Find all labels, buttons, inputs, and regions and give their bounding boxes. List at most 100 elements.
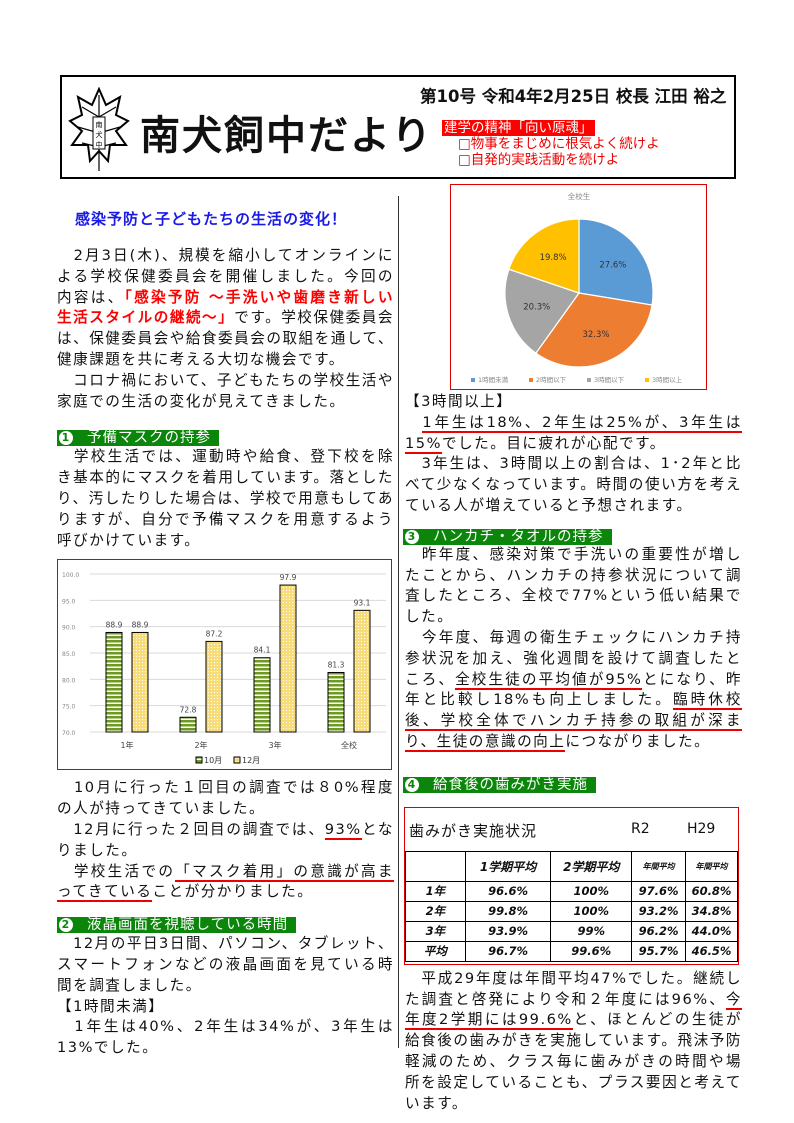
bar-10月 [179, 717, 197, 733]
value-cell: 60.8% [685, 880, 738, 902]
pie-slice [508, 218, 580, 294]
school-motto: 建学の精神「向い原魂」 □物事をまじめに根気よく続けよ □自発的実践活動を続けよ [442, 120, 660, 168]
chart-title: 全校生 [568, 191, 591, 201]
value-cell: 96.6% [464, 880, 552, 902]
text-segment: コロナ禍において、子どもたちの学校生活や家庭での生活の変化が見えてきました。 [57, 371, 394, 410]
value-cell: 93.9% [464, 920, 552, 942]
text-segment: と、ほとんどの生徒が給食後の歯みがきを実施しています。飛沫予防軽減のため、クラス… [405, 1011, 742, 1112]
value-cell: 100% [550, 880, 633, 902]
slice-label: 32.3% [582, 330, 609, 340]
y-tick-label: 90.0 [62, 625, 76, 632]
value-cell: 34.8% [685, 900, 738, 922]
data-label: 81.3 [328, 661, 345, 670]
legend-label: 2時間以下 [536, 376, 567, 384]
underlined-text: 臨時休校後、学校全体でハンカチ持参の取組が深まり、生徒の意識の向上 [405, 691, 742, 752]
header-cell: 2学期平均 [550, 850, 633, 882]
mask-paragraph: 学校生活では、運動時や給食、登下校を除き基本的にマスクを着用しています。落とした… [57, 447, 394, 551]
pie-chart-svg: 全校生 27.6% 1時間未満 32.3% 2時間以下 20.3% 3時間以下 19.8% 3時… [471, 191, 683, 384]
value-cell: 96.2% [631, 920, 687, 942]
value-cell: 93.2% [631, 900, 687, 922]
number-badge: 3 [405, 529, 419, 544]
section-label: 給食後の歯みがき実施 [433, 776, 588, 793]
bar-10月 [327, 672, 345, 733]
table-header-row: 1学期平均 2学期平均 年間平均 年間平均 [405, 850, 738, 882]
screen-time-paragraph: 12月の平日3日間、パソコン、タブレット、スマートフォンなどの液晶画面を見ている… [57, 934, 394, 1059]
header-cell: 年間平均 [631, 850, 687, 882]
intro-paragraph: 2月3日(木)、規模を縮小してオンラインによる学校保健委員会を開催しました。今回… [57, 246, 394, 412]
bar-12月 [353, 610, 371, 733]
mask-result-paragraph: 10月に行った１回目の調査では８0%程度の人が持ってきていました。 12月に行っ… [57, 778, 394, 903]
x-tick-label: 2年 [194, 740, 207, 750]
h29-label: H29 [687, 820, 716, 837]
data-label: 87.2 [206, 630, 223, 639]
newsletter-title: 南犬飼中だより [140, 113, 434, 159]
bar-10月 [105, 632, 123, 733]
section-heading-1: 1 予備マスクの持参 [57, 430, 219, 447]
table-row: 3年 93.9% 99% 96.2% 44.0% [405, 920, 738, 942]
x-tick-label: 全校 [341, 740, 357, 750]
towel-paragraph: 昨年度、感染対策で手洗いの重要性が増したことから、ハンカチの持参状況について調査… [405, 545, 742, 753]
svg-text:犬: 犬 [96, 130, 103, 139]
legend-swatch [587, 378, 591, 382]
value-cell: 44.0% [685, 920, 738, 942]
text-segment: 昨年度、感染対策で手洗いの重要性が増したことから、ハンカチの持参状況について調査… [405, 545, 742, 688]
slice-label: 20.3% [523, 303, 550, 313]
text-segment: 2月3日(木)、規模を縮小してオンラインによる学校保健委員会を開催しました。今回… [57, 247, 394, 306]
legend-label: 3時間以下 [594, 376, 625, 384]
y-tick-label: 70.0 [62, 730, 76, 737]
text-segment: ことが分かりました。 [152, 883, 314, 901]
header-cell: 年間平均 [685, 850, 738, 882]
text-segment: 【3時間以上】 [405, 393, 513, 410]
toothbrushing-table: 1学期平均 2学期平均 年間平均 年間平均 1年 96.6% 100% 97.6% 60… [405, 850, 738, 962]
number-badge: 4 [405, 777, 419, 792]
text-segment: でした。目に疲れが心配です。 3年生は、3時間以上の割合は、1･2年と比べて少な… [405, 434, 742, 514]
section-label: 液晶画面を視聴している時間 [87, 917, 289, 934]
toothbrushing-paragraph: 平成29年度は年間平均47%でした。継続した調査と啓発により令和２年度には96%… [405, 969, 742, 1115]
section-heading-4: 4 給食後の歯みがき実施 [403, 776, 596, 793]
legend-swatch [529, 378, 533, 382]
row-label-cell: 3年 [405, 920, 466, 942]
motto-title: 建学の精神「向い原魂」 [442, 120, 595, 136]
row-label-cell: 平均 [405, 940, 466, 962]
section-label: 予備マスクの持参 [87, 430, 211, 447]
value-cell: 99.8% [464, 900, 552, 922]
value-cell: 100% [550, 900, 633, 922]
mask-bar-chart: 70.0 75.0 80.0 85.0 90.0 95.0 100.0 1年 88.9 88.9 2… [57, 559, 392, 771]
x-tick-label: 1年 [120, 740, 133, 750]
screen-time-pie-chart: 全校生 27.6% 1時間未満 32.3% 2時間以下 20.3% 3時間以下 19.8% 3時… [450, 184, 707, 390]
text-segment: 平成29年度は年間平均47%でした。継続した調査と啓発により令和２年度には96%… [405, 969, 742, 1008]
value-cell: 99.6% [550, 940, 633, 962]
data-label: 72.8 [180, 706, 197, 715]
masthead: 南犬中 第10号 令和4年2月25日 校長 江田 裕之 南犬飼中だより 建学の精… [60, 75, 736, 179]
underlined-text: 全校生徒の平均値が95% [455, 670, 643, 690]
legend-swatch [195, 756, 203, 764]
number-badge: 1 [59, 431, 73, 446]
table-title: 歯みがき実施状況 [409, 821, 538, 840]
underlined-text: 今年度2学期には99.6% [405, 990, 742, 1031]
underlined-text: 「マスク着用」の意識が高まってきている [57, 862, 394, 903]
bar-12月 [205, 641, 223, 733]
section-heading-2: 2 液晶画面を視聴している時間 [57, 917, 297, 934]
pie-slice [504, 268, 580, 354]
header-cell: 1学期平均 [464, 850, 552, 882]
value-cell: 96.7% [464, 940, 552, 962]
legend-swatch [233, 756, 241, 764]
svg-text:中: 中 [96, 140, 103, 149]
text-segment: です。学校保健委員会は、保健委員会や給食委員会の取組を通して、健康課題を共に考え… [57, 309, 394, 368]
text-segment: につながりました。 [565, 732, 711, 750]
svg-text:南: 南 [96, 120, 103, 129]
data-label: 84.1 [254, 646, 271, 655]
legend-label: 12月 [242, 756, 260, 765]
text-segment: とになり、昨年と比較し18%も向上しました。 [405, 670, 742, 709]
legend-label: 10月 [204, 756, 222, 765]
left-column: 2月3日(木)、規模を縮小してオンラインによる学校保健委員会を開催しました。今回… [57, 246, 394, 1059]
right-column: 全校生 27.6% 1時間未満 32.3% 2時間以下 20.3% 3時間以下 19.8% 3時… [403, 184, 742, 1115]
bar-12月 [131, 632, 149, 733]
screen-time-over3h-paragraph: 【3時間以上】 1年生は18%、2年生は25%が、3年生は15%でした。目に疲れ… [405, 392, 742, 517]
section-heading-3: 3 ハンカチ・タオルの持参 [403, 528, 612, 545]
text-segment: 学校生活では、運動時や給食、登下校を除き基本的にマスクを着用しています。落とした… [57, 448, 394, 549]
issue-info: 第10号 令和4年2月25日 校長 江田 裕之 [420, 87, 727, 106]
slice-label: 19.8% [540, 253, 567, 263]
y-tick-label: 85.0 [62, 651, 76, 658]
